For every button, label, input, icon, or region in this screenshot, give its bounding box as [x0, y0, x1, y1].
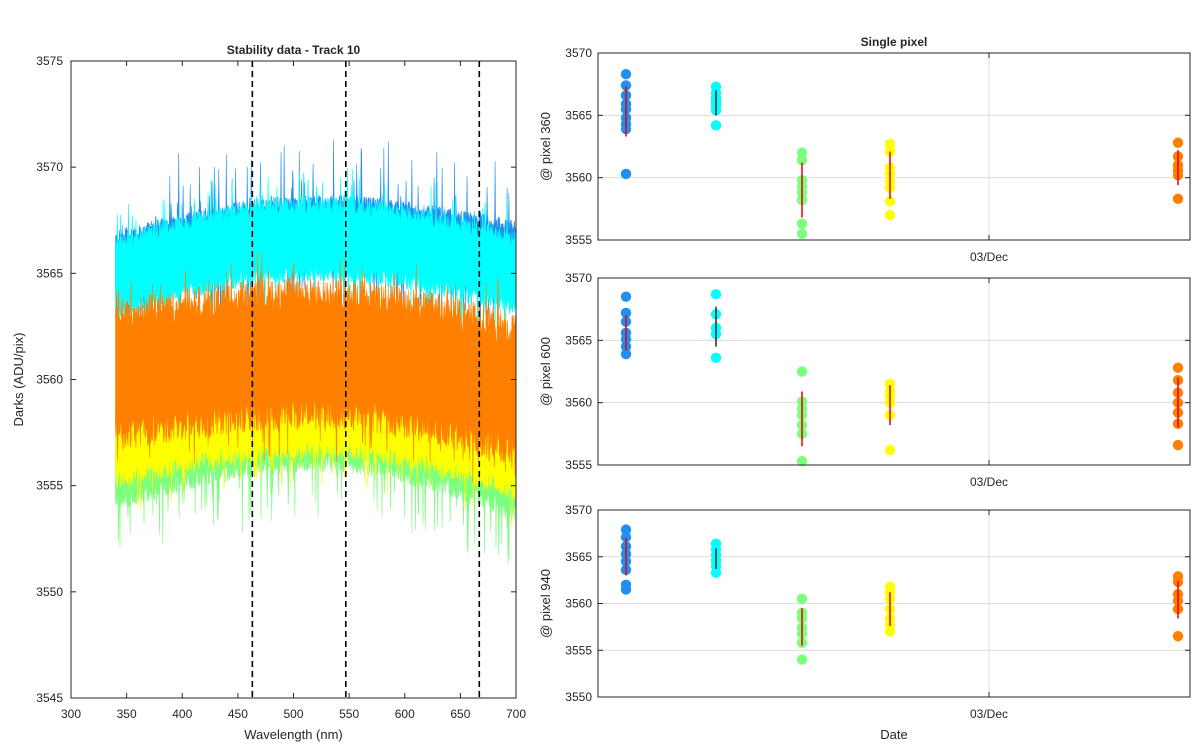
data-point [620, 531, 632, 543]
x-tick-label: 03/Dec [970, 707, 1008, 721]
x-tick-label: 650 [450, 707, 470, 721]
x-tick-label: 03/Dec [970, 250, 1008, 264]
x-tick-label: 400 [172, 707, 192, 721]
axis-ticks: 300 350 400 450 500 550 600 650 700 3545 3550 3555 3… [36, 54, 526, 721]
data-point [620, 307, 632, 319]
y-tick-label: 3565 [36, 266, 63, 280]
y-tick-label: 3560 [565, 396, 592, 410]
data-point [1172, 631, 1184, 642]
data-point [620, 348, 632, 360]
y-tick-label: 3575 [36, 54, 63, 68]
data-point [796, 155, 808, 166]
data-point [710, 567, 722, 578]
y-tick-label: 3570 [565, 46, 592, 60]
data-point [796, 147, 808, 158]
y-tick-label: 3550 [565, 690, 592, 704]
axis-ticks: 3555 3560 3565 3570 03/Dec [565, 46, 1190, 264]
pixel-360-chart: 3555 3560 3565 3570 03/Dec Single pixel @ pi… [538, 35, 1191, 264]
data-point [884, 444, 896, 456]
pixel-940-chart: 3550 3555 3560 3565 3570 03/Dec @ pixel 940 D… [538, 503, 1191, 742]
data-point [884, 378, 896, 390]
data-point [710, 352, 722, 363]
data-point [796, 456, 808, 467]
axis-ticks: 3555 3560 3565 3570 03/Dec [565, 271, 1190, 489]
x-tick-label: 550 [339, 707, 359, 721]
x-tick-label: 700 [506, 707, 526, 721]
x-axis-label: Wavelength (nm) [244, 727, 343, 742]
y-tick-label: 3555 [565, 233, 592, 247]
data-point [1172, 439, 1184, 451]
x-tick-label: 03/Dec [970, 475, 1008, 489]
y-tick-label: 3570 [36, 160, 63, 174]
data-point [884, 209, 896, 221]
x-tick-label: 300 [61, 707, 81, 721]
x-tick-label: 500 [283, 707, 303, 721]
stability-series-group [115, 139, 517, 565]
data-point [620, 291, 632, 302]
data-point [620, 168, 632, 180]
data-point [796, 593, 808, 605]
y-tick-label: 3555 [36, 479, 63, 493]
y-tick-label: 3565 [565, 333, 592, 347]
pixel-940-points [620, 524, 1184, 665]
data-point [710, 120, 722, 131]
marker-lines [251, 61, 481, 698]
y-tick-label: 3570 [565, 503, 592, 517]
data-point [796, 218, 808, 229]
grid-lines [598, 510, 1190, 697]
data-point [1172, 193, 1184, 205]
y-tick-label: 3560 [565, 171, 592, 185]
chart-title: Stability data - Track 10 [227, 43, 361, 57]
pixel-600-chart: 3555 3560 3565 3570 03/Dec @ pixel 600 [538, 271, 1191, 489]
data-point [620, 524, 632, 535]
data-point [1172, 137, 1184, 148]
y-tick-label: 3550 [36, 585, 63, 599]
data-point [884, 196, 896, 207]
data-point [710, 289, 722, 300]
data-point [620, 584, 632, 595]
data-point [884, 138, 896, 150]
data-point [796, 654, 808, 665]
y-tick-label: 3565 [565, 108, 592, 122]
stability-chart: 300 350 400 450 500 550 600 650 700 3545 3550 3555 3… [11, 43, 526, 742]
y-tick-label: 3560 [36, 373, 63, 387]
y-axis-label: @ pixel 360 [538, 112, 553, 181]
y-axis-label: Darks (ADU/pix) [11, 333, 26, 427]
data-point [884, 626, 896, 637]
y-tick-label: 3555 [565, 643, 592, 657]
y-tick-label: 3555 [565, 458, 592, 472]
y-axis-label: @ pixel 600 [538, 337, 553, 406]
data-point [620, 80, 632, 91]
x-axis-label: Date [880, 727, 907, 742]
grid-lines [598, 53, 1190, 240]
plot-frame [597, 277, 1191, 466]
x-tick-label: 450 [228, 707, 248, 721]
data-point [796, 228, 808, 239]
y-tick-label: 3565 [565, 550, 592, 564]
x-tick-label: 600 [395, 707, 415, 721]
x-tick-label: 350 [117, 707, 137, 721]
plot-frame [597, 52, 1191, 241]
y-tick-label: 3545 [36, 691, 63, 705]
pixel-600-points [620, 289, 1184, 467]
data-point [1172, 362, 1184, 373]
chart-title: Single pixel [861, 35, 928, 49]
data-point [796, 366, 808, 377]
data-point [620, 68, 632, 80]
axis-ticks: 3550 3555 3560 3565 3570 03/Dec [565, 503, 1190, 721]
y-tick-label: 3570 [565, 271, 592, 285]
y-axis-label: @ pixel 940 [538, 569, 553, 638]
y-tick-label: 3560 [565, 597, 592, 611]
pixel-360-points [620, 68, 1184, 239]
grid-lines [598, 278, 1190, 465]
